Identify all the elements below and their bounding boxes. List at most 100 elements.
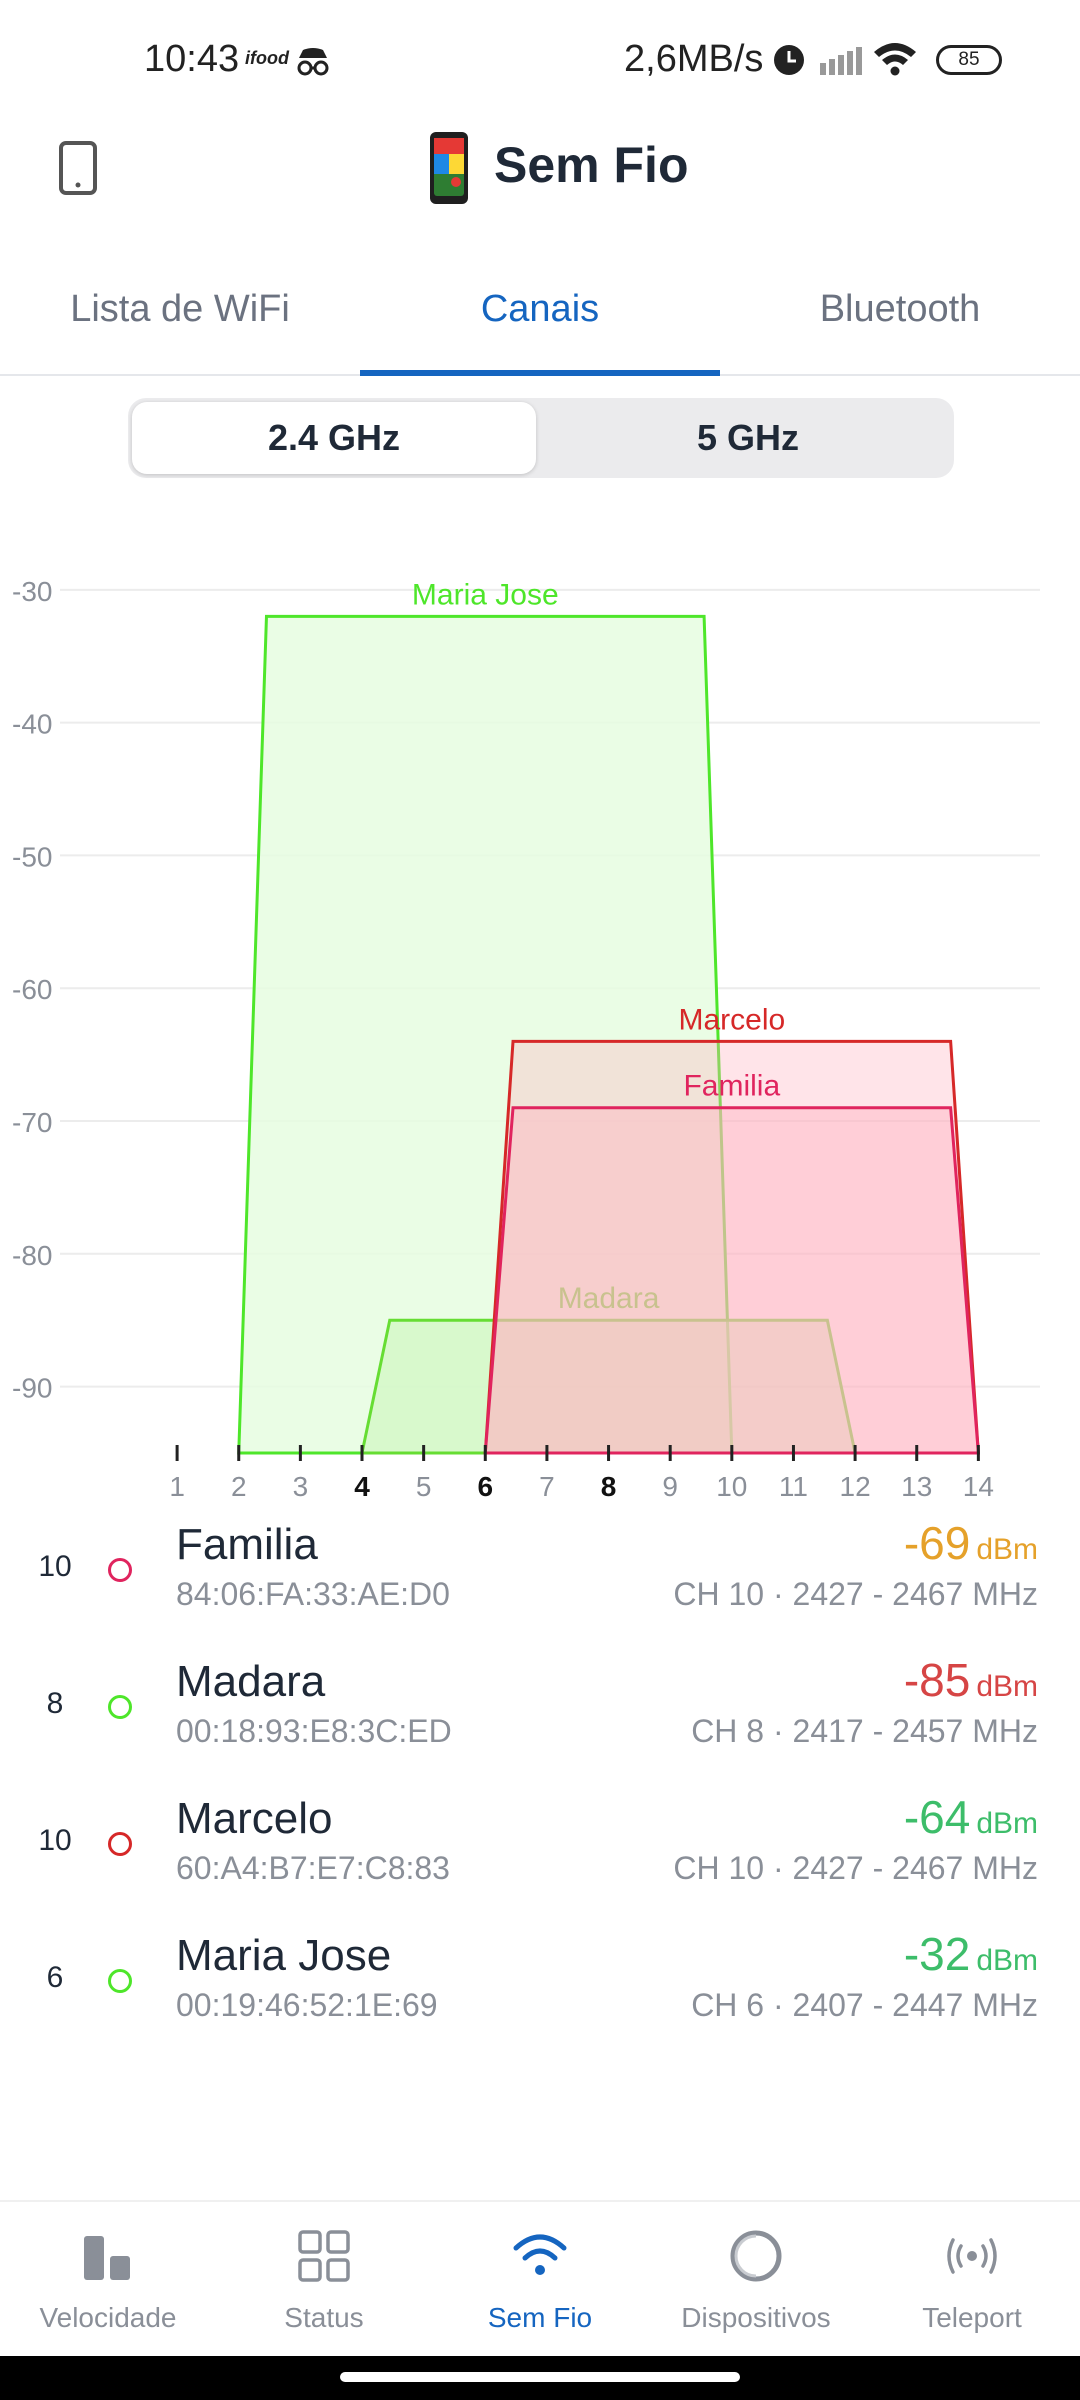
phone-logo-icon <box>430 132 468 204</box>
gesture-bar <box>0 2356 1080 2400</box>
alarm-icon <box>774 45 804 75</box>
y-tick-label: -30 <box>12 576 52 607</box>
x-tick-label: 8 <box>601 1471 617 1502</box>
y-tick-label: -90 <box>12 1373 52 1404</box>
x-tick-label: 13 <box>901 1471 932 1502</box>
wifi-icon <box>513 2234 567 2275</box>
network-channel: 10 <box>38 1824 72 1857</box>
home-indicator[interactable] <box>340 2372 740 2382</box>
nav-status[interactable]: Status <box>216 2202 432 2358</box>
list-item[interactable]: 10 Marcelo 60:A4:B7:E7:C8:83 -64 dBm CH 1… <box>0 1784 1080 1921</box>
channel-chart: -30 -40 -50 -60 -70 -80 -90 Maria Jose Madara Mar… <box>12 576 1040 1502</box>
network-name: Marcelo <box>176 1794 333 1843</box>
nav-label: Sem Fio <box>487 2302 593 2333</box>
x-tick-label: 5 <box>416 1471 432 1502</box>
network-color-dot <box>108 1832 132 1856</box>
x-tick-label: 6 <box>477 1471 493 1502</box>
network-channel-info: CH 10 · 2427 - 2467 MHz <box>673 1576 1038 1612</box>
series-area <box>483 1106 980 1455</box>
band-2-4ghz-button[interactable]: 2.4 GHz <box>132 402 536 474</box>
x-tick-label: 4 <box>354 1471 370 1502</box>
x-tick-label: 10 <box>716 1471 747 1502</box>
list-item[interactable]: 6 Maria Jose 00:19:46:52:1E:69 -32 dBm CH… <box>0 1921 1080 2058</box>
x-tick-label: 7 <box>539 1471 555 1502</box>
network-mac: 60:A4:B7:E7:C8:83 <box>176 1850 450 1886</box>
series-label: Maria Jose <box>412 578 559 611</box>
x-tick-label: 11 <box>779 1471 808 1502</box>
active-tab-indicator <box>360 370 720 376</box>
network-color-dot <box>108 1558 132 1582</box>
y-tick-label: -40 <box>12 709 52 740</box>
network-channel: 10 <box>38 1550 72 1583</box>
x-tick-label: 3 <box>293 1471 309 1502</box>
network-list: 10 Familia 84:06:FA:33:AE:D0 -69 dBm CH 1… <box>0 1510 1080 2058</box>
nav-label: Status <box>284 2302 364 2333</box>
nav-dispositivos[interactable]: Dispositivos <box>648 2202 864 2358</box>
network-color-dot <box>108 1969 132 1993</box>
status-time: 10:43 <box>144 38 240 80</box>
network-name: Maria Jose <box>176 1931 392 1980</box>
nav-label: Teleport <box>922 2302 1022 2333</box>
network-signal: -69 dBm <box>904 1516 1038 1570</box>
teleport-icon <box>947 2238 997 2274</box>
tab-channels[interactable]: Canais <box>480 288 600 330</box>
network-channel: 6 <box>46 1961 64 1994</box>
signal-value: -32 <box>903 1928 971 1980</box>
signal-value: -64 <box>903 1791 971 1843</box>
network-channel-info: CH 10 · 2427 - 2467 MHz <box>673 1850 1038 1886</box>
incognito-icon <box>297 48 329 76</box>
signal-unit: dBm <box>976 1807 1038 1840</box>
series-label: Familia <box>683 1070 780 1103</box>
x-tick-label: 1 <box>169 1471 185 1502</box>
x-tick-label: 12 <box>840 1471 871 1502</box>
list-item[interactable]: 8 Madara 00:18:93:E8:3C:ED -85 dBm CH 8 ·… <box>0 1647 1080 1784</box>
band-selector: 2.4 GHz 5 GHz <box>128 398 954 478</box>
network-speed: 2,6MB/s <box>624 38 764 80</box>
band-5ghz-button[interactable]: 5 GHz <box>696 417 800 458</box>
network-name: Familia <box>176 1520 318 1569</box>
nav-teleport[interactable]: Teleport <box>864 2202 1080 2358</box>
app-header: Sem Fio <box>0 120 1080 270</box>
page-title: Sem Fio <box>494 137 689 193</box>
x-tick-label: 2 <box>231 1471 247 1502</box>
network-mac: 84:06:FA:33:AE:D0 <box>176 1576 450 1612</box>
status-bar: 10:43 ifood 2,6MB/s 85 <box>0 0 1080 120</box>
list-item[interactable]: 10 Familia 84:06:FA:33:AE:D0 -69 dBm CH 1… <box>0 1510 1080 1647</box>
network-mac: 00:19:46:52:1E:69 <box>176 1987 438 2023</box>
network-name: Madara <box>176 1657 326 1706</box>
top-tabs: Lista de WiFi Canais Bluetooth <box>0 270 1080 376</box>
signal-value: -85 <box>903 1654 971 1706</box>
cell-signal-icon <box>820 47 862 75</box>
grid-icon <box>298 2230 350 2282</box>
nav-velocidade[interactable]: Velocidade <box>0 2202 216 2358</box>
phone-icon[interactable] <box>58 140 98 196</box>
network-signal: -32 dBm <box>904 1927 1038 1981</box>
battery-indicator: 85 <box>936 45 1002 75</box>
y-tick-label: -60 <box>12 974 52 1005</box>
circle-icon <box>730 2230 782 2282</box>
nav-label: Dispositivos <box>681 2302 831 2333</box>
network-color-dot <box>108 1695 132 1719</box>
nav-sem-fio[interactable]: Sem Fio <box>432 2202 648 2358</box>
series-label: Marcelo <box>678 1003 785 1036</box>
wifi-status-icon <box>874 43 916 76</box>
signal-unit: dBm <box>976 1533 1038 1566</box>
tab-wifi-list[interactable]: Lista de WiFi <box>70 288 290 330</box>
bottom-navigation: Velocidade Status Sem Fio Dispositivos <box>0 2200 1080 2356</box>
x-tick-label: 14 <box>963 1471 994 1502</box>
signal-unit: dBm <box>976 1944 1038 1977</box>
network-signal: -85 dBm <box>904 1653 1038 1707</box>
network-channel-info: CH 6 · 2407 - 2447 MHz <box>691 1987 1038 2023</box>
network-mac: 00:18:93:E8:3C:ED <box>176 1713 452 1749</box>
x-tick-label: 9 <box>662 1471 678 1502</box>
y-tick-label: -80 <box>12 1240 52 1271</box>
tab-bluetooth[interactable]: Bluetooth <box>819 288 981 330</box>
y-tick-label: -70 <box>12 1107 52 1138</box>
network-channel: 8 <box>46 1687 64 1720</box>
nav-label: Velocidade <box>39 2302 177 2333</box>
network-signal: -64 dBm <box>904 1790 1038 1844</box>
ifood-notification-icon: ifood <box>245 48 289 68</box>
signal-unit: dBm <box>976 1670 1038 1703</box>
signal-value: -69 <box>903 1517 971 1569</box>
series-label: Madara <box>558 1282 660 1315</box>
